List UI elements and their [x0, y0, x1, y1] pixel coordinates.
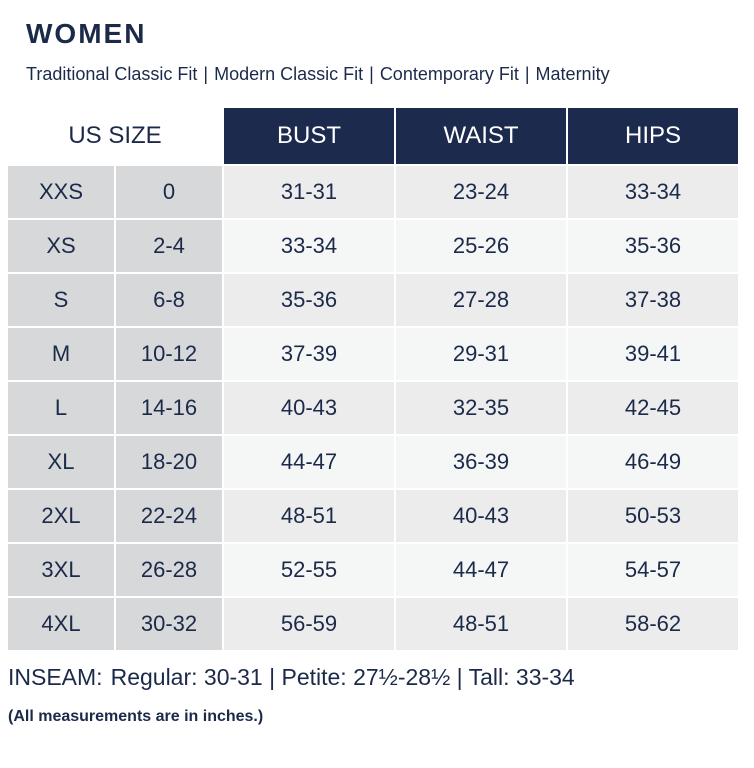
table-row: XS 2-4 33-34 25-26 35-36	[8, 220, 738, 272]
hips-cell: 58-62	[568, 598, 738, 650]
bust-cell: 56-59	[224, 598, 394, 650]
bust-cell: 37-39	[224, 328, 394, 380]
waist-cell: 44-47	[396, 544, 566, 596]
waist-cell: 25-26	[396, 220, 566, 272]
size-number-cell: 6-8	[116, 274, 222, 326]
fit-separator: |	[524, 64, 530, 84]
hips-cell: 37-38	[568, 274, 738, 326]
table-row: XXS 0 31-31 23-24 33-34	[8, 166, 738, 218]
table-row: XL 18-20 44-47 36-39 46-49	[8, 436, 738, 488]
hips-header: HIPS	[568, 108, 738, 164]
table-row: L 14-16 40-43 32-35 42-45	[8, 382, 738, 434]
hips-cell: 35-36	[568, 220, 738, 272]
waist-cell: 27-28	[396, 274, 566, 326]
hips-cell: 46-49	[568, 436, 738, 488]
bust-cell: 48-51	[224, 490, 394, 542]
fit-list: Traditional Classic Fit | Modern Classic F…	[26, 64, 610, 85]
hips-cell: 54-57	[568, 544, 738, 596]
table-row: S 6-8 35-36 27-28 37-38	[8, 274, 738, 326]
waist-cell: 40-43	[396, 490, 566, 542]
inseam-label: INSEAM:	[8, 664, 103, 690]
fit-contemporary: Contemporary Fit	[379, 64, 519, 84]
size-number-cell: 2-4	[116, 220, 222, 272]
fit-separator: |	[203, 64, 209, 84]
size-letter-cell: 4XL	[8, 598, 114, 650]
fit-separator: |	[369, 64, 374, 84]
bust-cell: 40-43	[224, 382, 394, 434]
size-letter-cell: 3XL	[8, 544, 114, 596]
hips-cell: 42-45	[568, 382, 738, 434]
size-letter-cell: M	[8, 328, 114, 380]
table-row: 2XL 22-24 48-51 40-43 50-53	[8, 490, 738, 542]
size-letter-cell: S	[8, 274, 114, 326]
table-row: 3XL 26-28 52-55 44-47 54-57	[8, 544, 738, 596]
table-row: 4XL 30-32 56-59 48-51 58-62	[8, 598, 738, 650]
inseam-values: Regular: 30-31 | Petite: 27½-28½ | Tall:…	[110, 664, 575, 690]
bust-cell: 52-55	[224, 544, 394, 596]
table-header-row: US SIZE BUST WAIST HIPS	[8, 108, 738, 164]
size-letter-cell: XS	[8, 220, 114, 272]
waist-cell: 36-39	[396, 436, 566, 488]
table-row: M 10-12 37-39 29-31 39-41	[8, 328, 738, 380]
waist-cell: 29-31	[396, 328, 566, 380]
waist-cell: 48-51	[396, 598, 566, 650]
bust-header: BUST	[224, 108, 394, 164]
page-title: WOMEN	[26, 18, 147, 49]
hips-cell: 50-53	[568, 490, 738, 542]
bust-cell: 44-47	[224, 436, 394, 488]
size-number-cell: 22-24	[116, 490, 222, 542]
fit-maternity: Maternity	[535, 64, 610, 84]
bust-cell: 35-36	[224, 274, 394, 326]
inseam-line: INSEAM: Regular: 30-31 | Petite: 27½-28½ …	[8, 664, 575, 691]
size-number-cell: 14-16	[116, 382, 222, 434]
size-letter-cell: 2XL	[8, 490, 114, 542]
size-number-cell: 26-28	[116, 544, 222, 596]
size-number-cell: 0	[116, 166, 222, 218]
waist-cell: 23-24	[396, 166, 566, 218]
waist-cell: 32-35	[396, 382, 566, 434]
size-letter-cell: L	[8, 382, 114, 434]
hips-cell: 39-41	[568, 328, 738, 380]
fit-traditional-classic: Traditional Classic Fit	[26, 64, 198, 84]
us-size-header: US SIZE	[8, 108, 222, 164]
bust-cell: 31-31	[224, 166, 394, 218]
size-number-cell: 30-32	[116, 598, 222, 650]
fit-modern-classic: Modern Classic Fit	[214, 64, 364, 84]
size-number-cell: 18-20	[116, 436, 222, 488]
hips-cell: 33-34	[568, 166, 738, 218]
bust-cell: 33-34	[224, 220, 394, 272]
size-letter-cell: XL	[8, 436, 114, 488]
measurement-note: (All measurements are in inches.)	[8, 708, 264, 725]
waist-header: WAIST	[396, 108, 566, 164]
size-chart-table: US SIZE BUST WAIST HIPS XXS 0 31-31 23-2…	[8, 108, 738, 650]
size-letter-cell: XXS	[8, 166, 114, 218]
size-number-cell: 10-12	[116, 328, 222, 380]
